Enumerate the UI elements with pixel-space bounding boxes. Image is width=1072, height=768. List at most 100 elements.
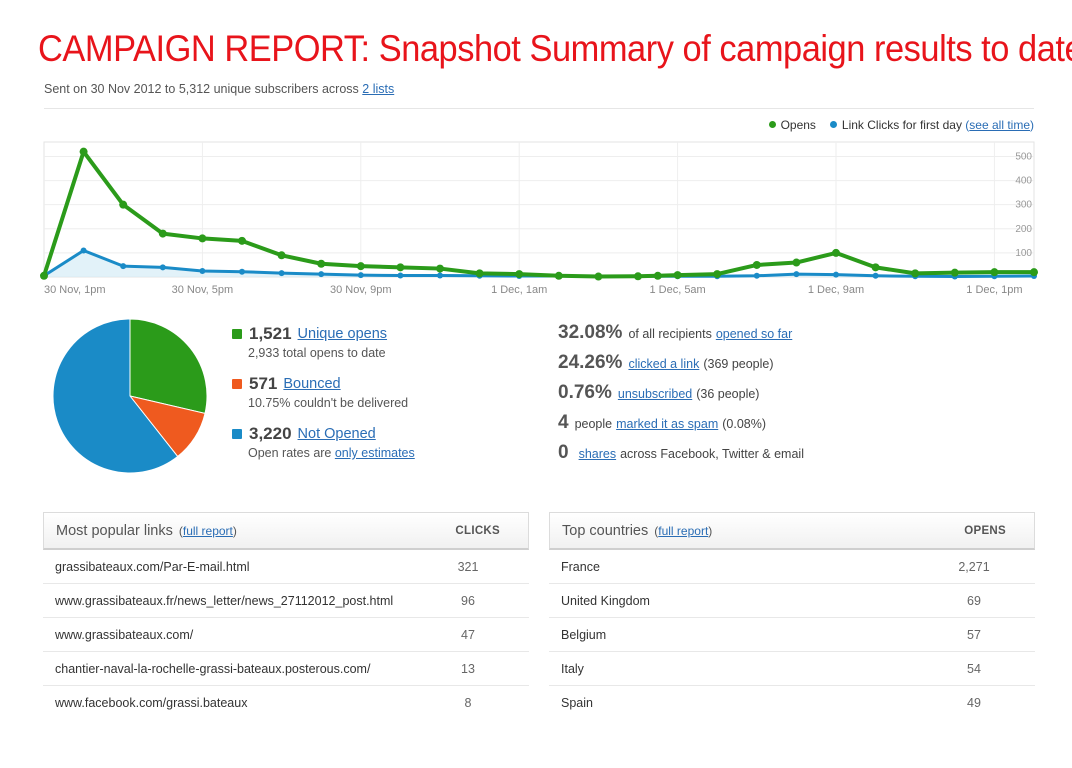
row-value: 54 [967,661,981,676]
opens-point [396,263,405,272]
opens-point [119,200,128,209]
sent-summary: Sent on 30 Nov 2012 to 5,312 unique subs… [44,82,394,96]
clicks-point [159,264,166,271]
opens-point [475,269,484,278]
clicks-point [753,272,760,279]
popular-links-title: Most popular links (full report) [56,522,237,539]
opens-point [554,271,563,280]
row-value: 321 [457,559,479,574]
page-title: CAMPAIGN REPORT: Snapshot Summary of cam… [38,28,1072,69]
opens-point [594,272,603,281]
unsubscribed-link[interactable]: unsubscribed [617,387,693,401]
clicks-point [793,271,800,278]
clicked-link-link[interactable]: clicked a link [628,357,700,371]
pie-slice [129,318,208,415]
clicks-point [239,268,245,275]
opens-point [40,271,48,280]
rate-clicked-value: 24.26% [558,352,623,373]
top-countries-header: Top countries (full report) OPENS [549,512,1035,550]
y-tick-label: 500 [1015,151,1032,162]
top-countries-panel: Top countries (full report) OPENS France 2… [549,512,1035,720]
not-opened-link[interactable]: Not Opened [297,426,376,442]
table-row: Italy 54 [549,652,1035,686]
row-label: Spain [561,696,593,710]
not-opened-count: 3,220 [249,424,292,443]
bounced-rate-text: 10.75% couldn't be delivered [248,396,409,410]
opened-so-far-link[interactable]: opened so far [715,327,793,341]
clicks-point [120,263,127,270]
opens-point [198,234,207,243]
table-row: Belgium 57 [549,618,1035,652]
row-value: 8 [464,696,472,710]
shares-link[interactable]: shares [578,447,617,461]
rate-spam-value: 4 [558,412,569,433]
unique-opens-link[interactable]: Unique opens [297,326,388,342]
estimates-text: Open rates are only estimates [248,446,415,460]
pie-slice [52,318,179,474]
clicks-point [437,272,443,279]
opens-point [238,236,246,245]
opens-point [990,268,999,277]
opens-point [653,271,662,280]
x-tick-label: 1 Dec, 5am [649,284,705,296]
opens-point [752,260,761,269]
see-all-time-link[interactable]: see all time [969,118,1030,132]
opens-square-icon [232,329,242,339]
table-row: Spain 49 [549,686,1035,720]
row-value: 57 [967,627,981,642]
table-row: www.facebook.com/grassi.bateaux 8 [43,686,529,720]
paren-open: ( [965,118,970,132]
countries-full-report-link[interactable]: full report [658,523,709,538]
opens-point [673,271,682,280]
top-countries-title: Top countries (full report) [562,522,713,539]
bounced-link[interactable]: Bounced [283,376,341,392]
opens-point [1030,268,1038,277]
row-label: Italy [561,661,584,676]
opens-point [79,147,88,156]
x-tick-label: 30 Nov, 5pm [172,284,234,296]
clicks-column-header: CLICKS [455,524,500,537]
clicks-point [278,270,285,277]
x-tick-label: 1 Dec, 1pm [966,284,1022,296]
row-label: Belgium [561,627,607,642]
opens-point [634,272,642,281]
opens-point [277,251,286,260]
lists-link[interactable]: 2 lists [362,82,395,96]
clicks-point [872,272,879,279]
row-label: www.grassibateaux.com/ [55,627,194,642]
row-label: www.facebook.com/grassi.bateaux [55,696,248,710]
rate-opened: 32.08% of all recipients opened so far [558,322,804,352]
legend-clicks-label: Link Clicks for first day [841,118,962,132]
links-full-report-link[interactable]: full report [182,523,233,538]
clicks-area [44,250,1034,277]
popular-links-rows: grassibateaux.com/Par-E-mail.html 321 www.… [43,550,529,720]
clicks-point [397,272,404,279]
rate-opened-value: 32.08% [558,322,623,343]
y-tick-label: 400 [1015,176,1032,187]
rate-spam-post: (0.08%) [722,417,767,431]
table-row: United Kingdom 69 [549,584,1035,618]
clicks-point [318,271,325,278]
chart-legend: Opens Link Clicks for first day (see all… [768,118,1034,132]
paren-close: ) [1030,118,1034,132]
divider [44,108,1034,109]
opens-dot-icon [768,121,776,128]
marked-spam-link[interactable]: marked it as spam [616,417,719,431]
only-estimates-link[interactable]: only estimates [334,446,415,460]
table-row: grassibateaux.com/Par-E-mail.html 321 [43,550,529,584]
row-value: 47 [461,627,475,642]
y-tick-label: 100 [1015,248,1032,259]
rate-shares-post: across Facebook, Twitter & email [620,447,804,461]
row-value: 13 [461,661,475,676]
stat-not-opened: 3,220 Not Opened Open rates are only esti… [232,424,415,460]
opens-point [911,269,920,278]
clicks-point [833,271,839,278]
opens-clicks-chart: 100 200 300 400 500 30 Nov, 1pm 30 Nov, 5pm 30 … [40,141,1038,296]
row-label: France [561,559,600,574]
legend-opens-label: Opens [780,118,816,132]
popular-links-title-text: Most popular links [56,522,173,539]
row-label: www.grassibateaux.fr/news_letter/news_27… [55,593,394,608]
row-value: 96 [461,593,475,608]
clicks-point [199,267,206,274]
row-value: 49 [967,696,981,710]
